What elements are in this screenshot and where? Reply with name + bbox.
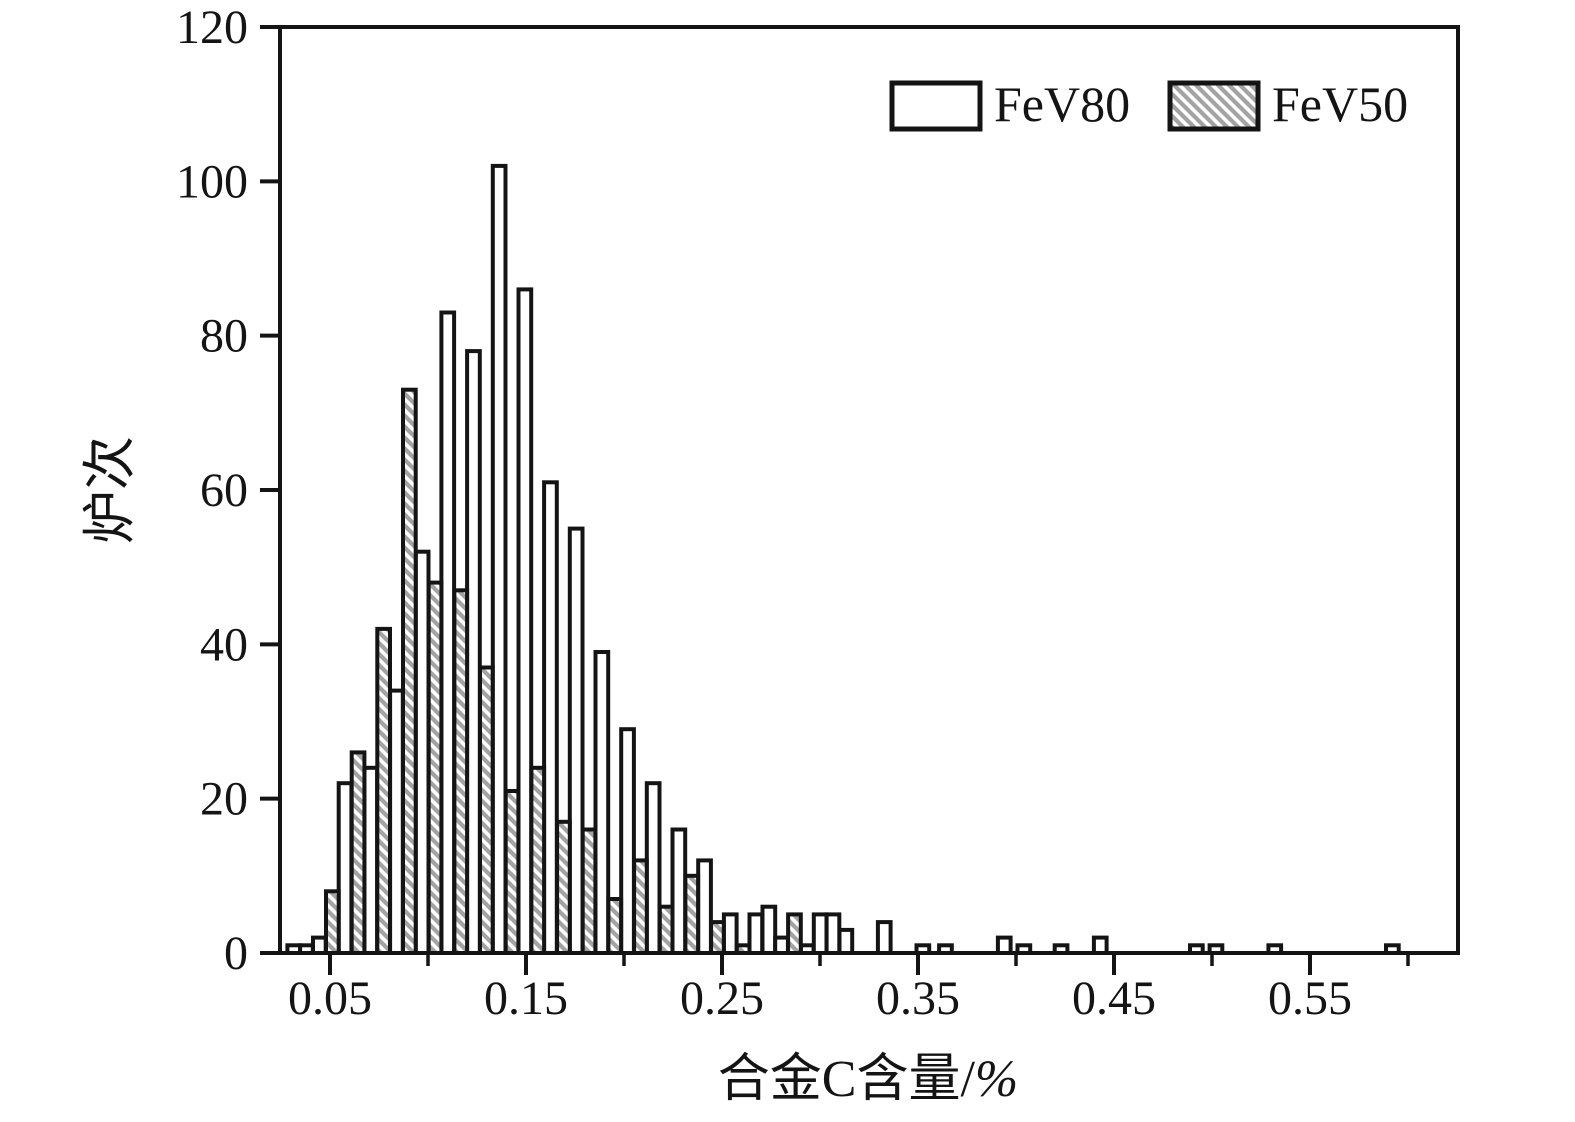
legend-swatch-fev50 xyxy=(1167,80,1261,132)
bars-layer xyxy=(285,163,1401,956)
bar-fev80 xyxy=(311,935,328,955)
legend-swatch-fev80 xyxy=(889,80,983,132)
bar-fev80 xyxy=(490,163,508,955)
bar-fev50 xyxy=(426,580,444,955)
bar-fev50 xyxy=(580,827,598,955)
bar-fev50 xyxy=(709,920,726,955)
y-tick-label: 60 xyxy=(200,464,248,517)
bar-fev80 xyxy=(995,935,1013,955)
x-tick-label: 0.05 xyxy=(288,972,372,1025)
bar-fev50 xyxy=(478,665,495,955)
bar-fev80 xyxy=(837,927,855,956)
legend: FeV80 FeV50 xyxy=(889,76,1408,132)
bar-fev80 xyxy=(875,920,893,955)
bar-fev80 xyxy=(773,935,790,955)
y-tick-label: 20 xyxy=(200,773,248,826)
bar-fev50 xyxy=(401,387,418,955)
bar-fev80 xyxy=(824,912,842,956)
bar-fev50 xyxy=(632,858,649,956)
bar-fev80 xyxy=(516,287,534,955)
y-tick-label: 100 xyxy=(176,155,248,208)
y-tick-label: 0 xyxy=(224,927,248,980)
bar-fev50 xyxy=(324,889,341,955)
bar-fev50 xyxy=(683,873,701,955)
x-tick-label: 0.35 xyxy=(876,972,960,1025)
bar-fev80 xyxy=(413,549,431,955)
y-tick-label: 40 xyxy=(200,618,248,671)
x-tick-label: 0.25 xyxy=(680,972,764,1025)
bar-fev50 xyxy=(786,912,803,956)
y-tick-label: 120 xyxy=(176,1,248,54)
x-axis-title-main: 合金C含量/ xyxy=(718,1051,976,1108)
bar-fev50 xyxy=(529,765,547,955)
bar-fev80 xyxy=(696,858,713,956)
bar-fev50 xyxy=(555,819,572,955)
bar-fev80 xyxy=(1091,935,1109,955)
bar-fev80 xyxy=(721,912,739,956)
ticks-layer: 0 20 40 60 80 100 120 0.05 0.15 0.25 0.35 0.45 0.55 xyxy=(176,1,1410,1025)
y-axis-title: 炉次 xyxy=(80,436,140,544)
legend-label-fev80: FeV80 xyxy=(994,76,1130,132)
bar-fev80 xyxy=(811,912,829,956)
bar-fev80 xyxy=(593,650,611,955)
x-tick-label: 0.15 xyxy=(484,972,568,1025)
x-tick-label: 0.55 xyxy=(1268,972,1352,1025)
bar-fev80 xyxy=(619,727,636,956)
x-axis-title: 合金C含量/% xyxy=(718,1051,1018,1108)
x-tick-label: 0.45 xyxy=(1072,972,1156,1025)
legend-label-fev50: FeV50 xyxy=(1272,76,1408,132)
bar-fev50 xyxy=(606,897,624,955)
bar-fev50 xyxy=(375,626,392,956)
bar-fev80 xyxy=(388,688,405,955)
bar-fev50 xyxy=(452,588,470,955)
y-tick-label: 80 xyxy=(200,310,248,363)
bar-fev50 xyxy=(503,789,521,955)
bar-fev50 xyxy=(349,750,367,956)
bar-fev50 xyxy=(657,904,675,956)
x-axis-title-unit: % xyxy=(975,1051,1018,1108)
